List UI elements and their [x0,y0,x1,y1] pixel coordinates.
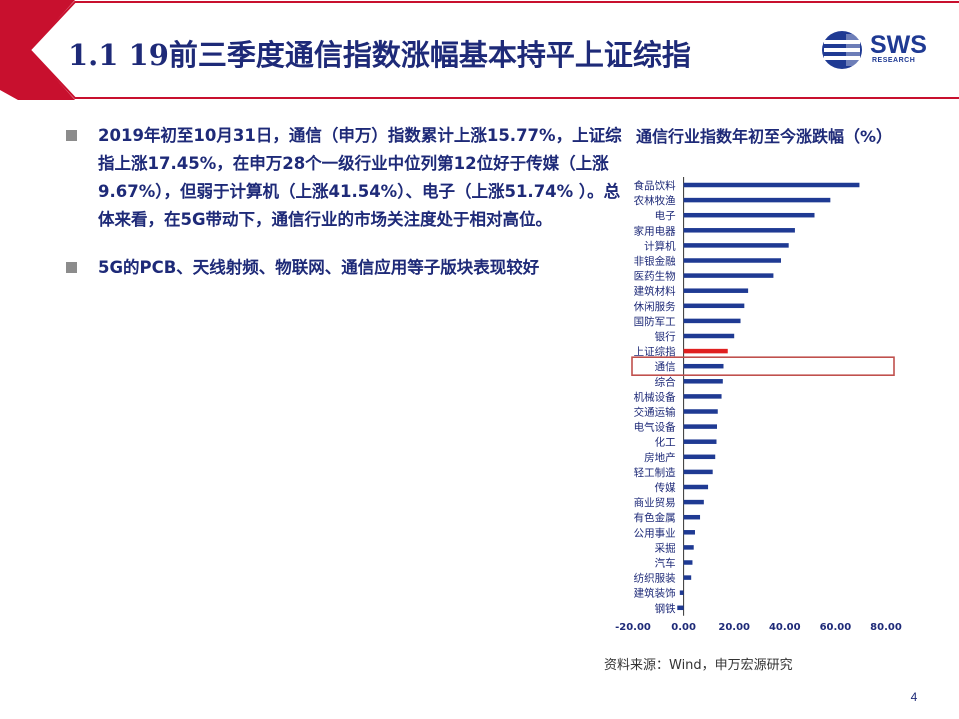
page-number: 4 [910,690,918,704]
sws-logo-icon [822,31,862,69]
category-label: 电气设备 [634,421,676,434]
x-tick-label: -20.00 [615,622,651,633]
x-tick-label: 80.00 [870,622,902,633]
bar-2 [683,212,815,218]
category-label: 传媒 [655,481,677,494]
category-label: 医药生物 [634,270,676,283]
bar-3 [683,228,795,233]
bar-24 [683,545,694,550]
category-label: 电子 [655,209,676,222]
chart-title: 通信行业指数年初至今涨跌幅（%） [636,127,893,146]
bar-15 [683,409,718,414]
bar-20 [683,484,709,490]
highlight-box [631,356,895,376]
category-label: 食品饮料 [634,179,676,192]
industry-return-bar-chart: 食品饮料农林牧渔电子家用电器计算机非银金融医药生物建筑材料休闲服务国防军工银行上… [615,177,902,633]
bar-17 [683,439,717,444]
x-tick-label: 40.00 [769,622,801,633]
category-label: 计算机 [644,239,676,252]
category-label: 房地产 [644,451,676,464]
category-label: 建筑装饰 [634,587,676,600]
bar-27 [679,590,684,595]
bar-18 [683,454,716,460]
header-red-wedge [0,0,75,100]
category-label: 上证综指 [634,345,676,358]
category-label: 机械设备 [634,390,676,403]
square-bullet-icon [66,130,77,141]
category-label: 通信 [655,361,676,373]
x-tick-label: 20.00 [718,622,750,633]
bar-5 [683,258,782,263]
bar-19 [683,469,713,475]
bar-23 [683,530,695,535]
source-note: 资料来源：Wind，申万宏源研究 [604,658,793,673]
category-label: 有色金属 [634,511,676,524]
category-label: 轻工制造 [634,466,676,479]
header-red-outline [28,0,959,99]
slide-title: 1.1 19前三季度通信指数涨幅基本持平上证综指 [68,38,691,72]
category-label: 采掘 [655,541,676,554]
bar-22 [683,514,701,520]
bar-0 [683,182,860,188]
category-label: 非银金融 [634,255,676,268]
logo-text: SWS [870,31,927,59]
bar-8 [683,303,745,309]
bar-1 [683,197,831,203]
x-tick-label: 60.00 [820,622,852,633]
category-label: 汽车 [655,557,676,570]
bullet-list: 2019年初至10月31日，通信（申万）指数累计上涨15.77%，上证综指上涨1… [62,122,622,302]
bar-7 [683,288,749,293]
bar-4 [683,243,789,248]
bar-26 [683,575,692,580]
bar-28 [677,605,684,611]
category-label: 综合 [655,375,677,388]
category-label: 银行 [655,330,677,343]
category-label: 纺织服装 [634,572,676,585]
category-label: 公用事业 [634,526,676,539]
x-tick-label: 0.00 [671,622,696,633]
sws-logo: SWS RESEARCH [820,28,940,72]
bar-14 [683,394,722,399]
square-bullet-icon [66,262,77,273]
category-label: 化工 [655,436,676,449]
bar-9 [683,318,741,324]
category-label: 建筑材料 [634,285,676,298]
header-frame [0,0,959,100]
slide-header: 1.1 19前三季度通信指数涨幅基本持平上证综指 SWS RESEARCH [0,0,959,100]
category-label: 商业贸易 [634,496,676,509]
bar-16 [683,424,717,429]
bullet-item-1: 2019年初至10月31日，通信（申万）指数累计上涨15.77%，上证综指上涨1… [62,122,622,234]
bullet-item-2: 5G的PCB、天线射频、物联网、通信应用等子版块表现较好 [62,254,622,282]
category-label: 钢铁 [655,602,677,615]
category-label: 休闲服务 [634,300,676,313]
bar-12 [683,363,724,369]
bullet-text-1: 2019年初至10月31日，通信（申万）指数累计上涨15.77%，上证综指上涨1… [98,126,622,229]
bar-25 [683,560,693,565]
category-label: 交通运输 [634,406,676,419]
category-label: 家用电器 [634,224,676,237]
category-label: 国防军工 [634,315,676,328]
bar-6 [683,273,774,278]
logo-subtext: RESEARCH [872,57,916,64]
bar-11 [683,348,728,354]
bar-10 [683,333,735,339]
bullet-text-2: 5G的PCB、天线射频、物联网、通信应用等子版块表现较好 [98,258,540,277]
bar-21 [683,499,704,505]
bar-13 [683,379,723,384]
category-label: 农林牧渔 [634,194,676,207]
